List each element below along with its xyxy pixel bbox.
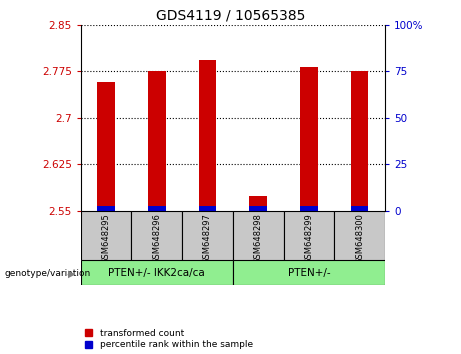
- Bar: [81, 211, 131, 260]
- Text: GSM648299: GSM648299: [304, 213, 313, 264]
- Text: GDS4119 / 10565385: GDS4119 / 10565385: [156, 9, 305, 23]
- Bar: [351, 206, 368, 211]
- Bar: [284, 211, 334, 260]
- Bar: [97, 206, 115, 211]
- Text: ▶: ▶: [68, 268, 75, 278]
- Text: genotype/variation: genotype/variation: [5, 269, 91, 278]
- Bar: [131, 211, 182, 260]
- Bar: [199, 206, 216, 211]
- Bar: [97, 82, 115, 211]
- Bar: [233, 260, 385, 285]
- Bar: [148, 206, 165, 211]
- Text: PTEN+/- IKK2ca/ca: PTEN+/- IKK2ca/ca: [108, 268, 205, 278]
- Text: PTEN+/-: PTEN+/-: [288, 268, 330, 278]
- Bar: [249, 206, 267, 211]
- Bar: [199, 60, 216, 211]
- Bar: [148, 71, 165, 211]
- Text: GSM648297: GSM648297: [203, 213, 212, 264]
- Text: GSM648300: GSM648300: [355, 213, 364, 264]
- Legend: transformed count, percentile rank within the sample: transformed count, percentile rank withi…: [85, 329, 253, 349]
- Text: GSM648296: GSM648296: [152, 213, 161, 264]
- Bar: [249, 196, 267, 211]
- Bar: [81, 260, 233, 285]
- Text: GSM648298: GSM648298: [254, 213, 263, 264]
- Text: GSM648295: GSM648295: [101, 213, 111, 264]
- Bar: [233, 211, 284, 260]
- Bar: [182, 211, 233, 260]
- Bar: [300, 67, 318, 211]
- Bar: [300, 206, 318, 211]
- Bar: [334, 211, 385, 260]
- Bar: [351, 71, 368, 211]
